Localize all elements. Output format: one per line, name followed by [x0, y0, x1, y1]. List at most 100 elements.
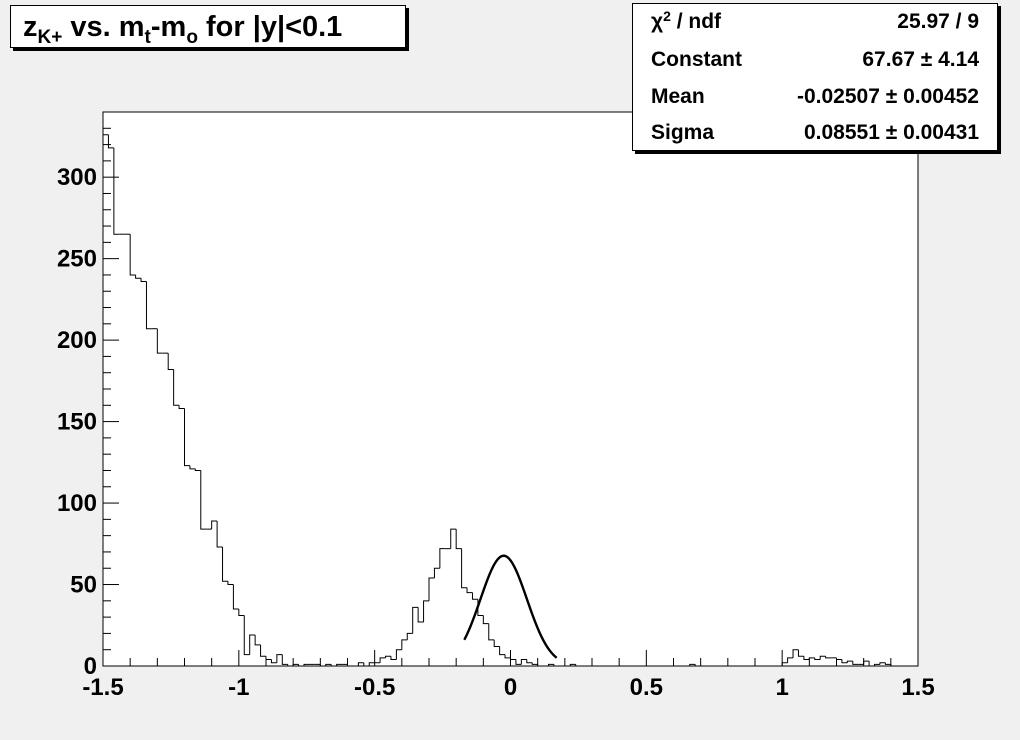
histogram-bin	[276, 654, 283, 663]
histogram-bin	[135, 274, 142, 279]
x-tick-label: 1.5	[901, 674, 934, 701]
histogram-bin	[471, 592, 478, 600]
histogram-bin	[336, 663, 343, 666]
axes: -1.5 -1 -0.5 0 0.5 1 1.5 0 50 100 150 200 250 300	[57, 111, 935, 701]
y-tick-label: 200	[57, 327, 97, 354]
histogram-bin	[884, 662, 891, 665]
title-suffix: for |y|<0.1	[197, 11, 343, 43]
histogram-bin	[846, 660, 853, 663]
histogram-bin	[548, 663, 554, 666]
chi2-value: 25.97 / 9	[897, 10, 979, 33]
histogram-bin	[439, 548, 446, 569]
histogram-bin	[803, 656, 810, 660]
histogram-bin	[385, 655, 391, 658]
y-tick-label: 300	[57, 164, 97, 191]
histogram-bin	[450, 528, 457, 549]
title-prefix: z	[23, 11, 38, 43]
histogram-bin	[461, 548, 468, 589]
histogram-bin	[825, 656, 832, 659]
histogram-bin	[520, 658, 527, 665]
plot-area	[103, 112, 918, 666]
histogram-bin	[232, 584, 239, 610]
histogram-bin	[493, 639, 500, 647]
stats-row-constant: Constant 67.67 ± 4.14	[633, 42, 997, 78]
histogram-bin	[200, 470, 207, 530]
histogram-bin	[254, 635, 261, 646]
histogram-bin	[531, 662, 538, 665]
sigma-label: Sigma	[651, 121, 715, 144]
histogram-bin	[412, 606, 419, 634]
histogram-bin	[194, 468, 201, 471]
histogram-bin	[401, 639, 408, 650]
histogram-bin	[238, 608, 245, 616]
stats-row-sigma: Sigma 0.08551 ± 0.00431	[633, 115, 997, 151]
histogram-bin	[406, 632, 413, 640]
histogram-bin	[515, 659, 522, 665]
histogram-bin	[466, 587, 473, 594]
chi-sup: 2	[663, 8, 671, 24]
histogram-bin	[222, 547, 228, 582]
histogram-bin	[433, 567, 440, 579]
title-dash-sub: o	[186, 27, 198, 48]
chi-rest: / ndf	[670, 10, 722, 33]
histogram-bin	[281, 654, 288, 665]
histogram-bin	[792, 649, 799, 658]
histogram-bin	[243, 615, 250, 656]
title-mid-sub: t	[144, 27, 151, 48]
histogram-bin	[819, 655, 826, 660]
histogram-bin	[417, 607, 424, 623]
histogram-bin	[270, 659, 277, 664]
title-prefix-sub: K+	[37, 27, 63, 48]
chart-title: zK+ vs. mt-mo for |y|<0.1	[10, 5, 406, 48]
histogram-bin	[140, 278, 147, 282]
histogram-bin	[184, 408, 190, 467]
histogram-bin	[797, 649, 804, 657]
histogram-bin	[569, 663, 576, 666]
histogram-bin	[357, 662, 364, 666]
histogram-bin	[455, 529, 462, 550]
title-dash: -m	[150, 11, 187, 43]
y-tick-label: 250	[57, 246, 97, 273]
histogram-bin	[107, 134, 114, 149]
histogram-bin	[249, 634, 256, 655]
histogram-bin	[145, 281, 152, 330]
histogram-bin	[395, 649, 402, 660]
x-tick-label: 0.5	[630, 674, 663, 701]
histogram-bin	[874, 663, 880, 666]
chi-symbol: χ	[651, 10, 664, 33]
histogram-bin	[689, 663, 696, 666]
chi2-label: χ2 / ndf	[651, 8, 722, 34]
histogram-bin	[113, 147, 120, 235]
histogram-bin	[379, 657, 386, 663]
stats-row-mean: Mean -0.02507 ± 0.00452	[633, 79, 997, 115]
fit-stats-box: χ2 / ndf 25.97 / 9 Constant 67.67 ± 4.14…	[632, 3, 998, 151]
histogram-bin	[368, 662, 375, 666]
histogram-bin	[227, 581, 234, 586]
histogram-bin	[260, 644, 266, 657]
y-tick-label: 50	[70, 572, 97, 599]
histogram-bin	[325, 663, 332, 666]
histogram-bin	[303, 663, 310, 666]
mean-label: Mean	[651, 85, 705, 108]
x-tick-label: -1.5	[82, 674, 123, 701]
stats-row-chi2: χ2 / ndf 25.97 / 9	[633, 4, 997, 40]
histogram-bin	[526, 659, 533, 664]
histogram-bin	[189, 465, 196, 470]
histogram-bin	[852, 661, 859, 665]
histogram-bin	[879, 662, 886, 665]
histogram-bin	[178, 405, 185, 410]
y-tick-label: 100	[57, 490, 97, 517]
constant-label: Constant	[651, 48, 742, 71]
histogram-bin	[173, 369, 180, 406]
gaussian-fit-curve	[463, 554, 558, 659]
histogram-bin	[841, 659, 848, 664]
y-tick-label: 150	[57, 409, 97, 436]
x-tick-label: 1	[775, 674, 788, 701]
sigma-value: 0.08551 ± 0.00431	[803, 121, 979, 144]
histogram-bin	[129, 234, 136, 276]
histogram-bin	[390, 656, 397, 660]
histogram-bin	[504, 654, 511, 659]
histogram-bin	[488, 623, 495, 641]
mean-value: -0.02507 ± 0.00452	[796, 85, 979, 108]
